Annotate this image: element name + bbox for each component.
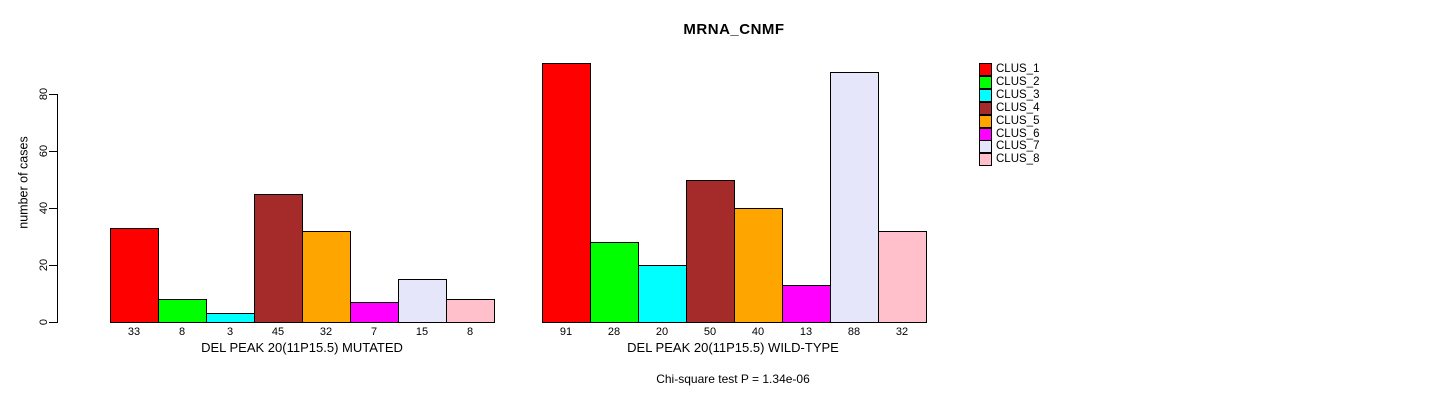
bar-value-label: 8 [466,326,474,338]
legend-swatch-clus_1 [979,63,992,76]
bar-value-label: 40 [751,326,765,338]
y-tick-mark [49,94,57,96]
x-axis-label-mutated: DEL PEAK 20(11P15.5) MUTATED [201,340,403,355]
bar-value-label: 33 [127,326,141,338]
bar-value-label: 45 [271,326,285,338]
y-tick-mark [49,265,57,267]
y-axis-line [57,94,58,323]
legend-label: CLUS_3 [996,88,1040,101]
legend-label: CLUS_6 [996,127,1040,140]
chi-square-annotation: Chi-square test P = 1.34e-06 [656,372,810,386]
y-tick-label: 40 [38,202,50,215]
bar-clus_6 [350,302,399,323]
bar-value-label: 15 [415,326,429,338]
legend-swatch-clus_4 [979,101,992,115]
bar-value-label: 91 [559,326,573,338]
y-tick-label: 20 [38,258,50,272]
bar-clus_3 [206,313,255,323]
bar-value-label: 7 [370,326,378,338]
bar-clus_7 [398,279,447,323]
legend-swatch-clus_7 [979,140,992,154]
bar-clus_3 [638,265,687,323]
bar-value-label: 8 [178,326,186,338]
bar-value-label: 28 [607,326,621,338]
legend-label: CLUS_2 [996,75,1040,88]
legend-label: CLUS_1 [996,63,1040,75]
legend-swatch-clus_6 [979,127,992,141]
legend-swatch-clus_3 [979,88,992,102]
y-tick-mark [49,151,57,153]
bar-clus_1 [542,63,591,323]
bar-clus_5 [734,208,783,323]
bar-clus_1 [110,228,159,323]
legend-swatch-clus_2 [979,75,992,89]
y-tick-mark [49,322,57,323]
y-tick-mark [49,208,57,210]
bar-value-label: 50 [703,326,717,338]
legend-label: CLUS_7 [996,140,1040,153]
legend-label: CLUS_4 [996,101,1040,114]
legend-label: CLUS_5 [996,114,1040,127]
bar-value-label: 20 [655,326,669,338]
bar-value-label: 3 [226,326,234,338]
y-tick-label: 80 [38,88,50,101]
bar-clus_6 [782,285,831,323]
bar-value-label: 13 [799,326,813,338]
x-axis-label-wildtype: DEL PEAK 20(11P15.5) WILD-TYPE [627,340,839,355]
y-axis-label: number of cases [16,136,31,229]
legend-swatch-clus_5 [979,114,992,128]
legend-swatch-clus_8 [979,153,992,167]
bar-clus_8 [878,231,927,323]
bar-clus_7 [830,72,879,323]
legend-label: CLUS_8 [996,153,1040,166]
bar-clus_2 [590,242,639,323]
bar-clus_5 [302,231,351,323]
bar-clus_4 [686,180,735,323]
y-tick-label: 60 [38,145,50,158]
bar-clus_8 [446,299,495,323]
bar-value-label: 32 [319,326,333,338]
y-tick-label: 0 [38,318,50,326]
bar-value-label: 88 [847,326,861,338]
bar-value-label: 32 [895,326,909,338]
chart-title: MRNA_CNMF [683,21,785,38]
bar-clus_2 [158,299,207,323]
bar-clus_4 [254,194,303,323]
